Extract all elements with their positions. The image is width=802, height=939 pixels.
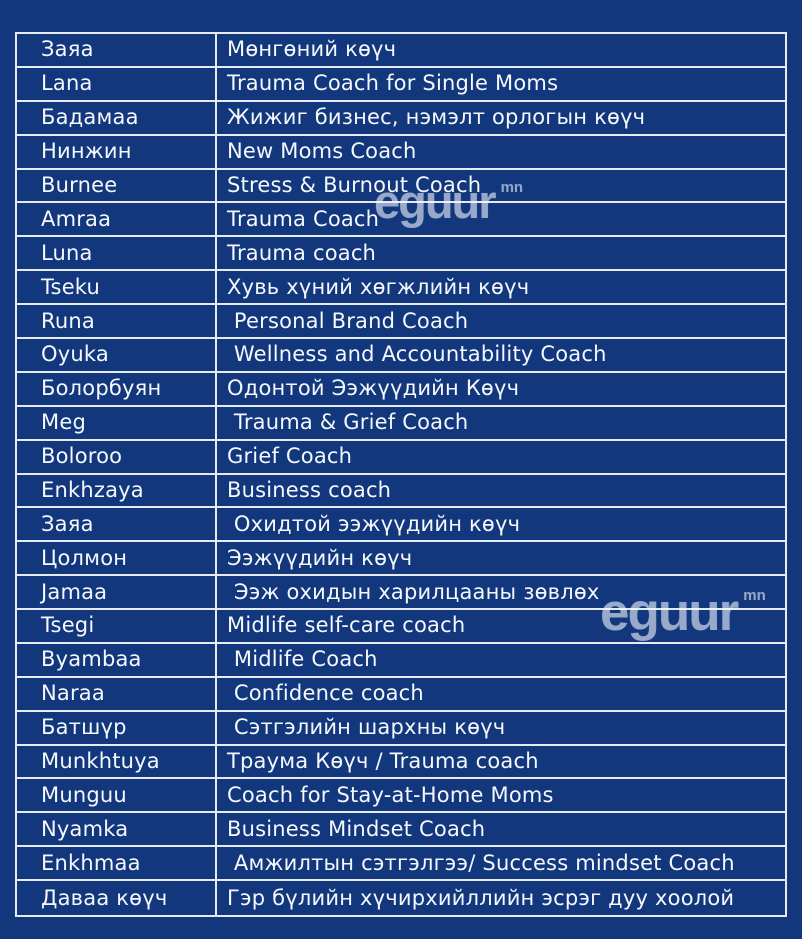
coach-title-cell: Confidence coach	[217, 678, 785, 712]
coach-name-cell: Boloroo	[17, 440, 217, 475]
coach-name-cell: Jamaa	[17, 576, 217, 611]
coach-name-cell: Цолмон	[17, 542, 217, 577]
coach-name-cell: Lana	[17, 67, 217, 102]
coach-title-cell: Personal Brand Coach	[217, 305, 785, 339]
coach-name-cell: Meg	[17, 406, 217, 441]
coach-table: Заяа Мөнгөний көүч Lana Trauma Coach for Si…	[15, 32, 787, 917]
coach-title-cell: Trauma & Grief Coach	[217, 407, 785, 441]
coach-title-cell: Ээж охидын харилцааны зөвлөх	[217, 576, 785, 611]
coach-name-cell: Enkhmaa	[17, 847, 217, 882]
coach-title-cell: Гэр бүлийн хүчирхийллийн эсрэг дуу хооло…	[227, 885, 735, 910]
coach-name-cell: Byambaa	[17, 643, 217, 678]
coach-title-cell: Мөнгөний көүч	[217, 34, 785, 68]
coach-name-cell: Runa	[17, 305, 217, 339]
coach-title-cell: Grief Coach	[217, 441, 785, 475]
coach-title-cell: Жижиг бизнес, нэмэлт орлогын көүч	[217, 102, 785, 136]
coach-title-cell: Trauma Coach for Single Moms	[217, 68, 785, 102]
coach-name-cell: Tseku	[17, 271, 217, 306]
coach-name-cell: Luna	[17, 237, 217, 272]
coach-title-cell: Trauma Coach	[217, 203, 785, 238]
coach-title-cell: Trauma coach	[217, 237, 785, 272]
coach-name-cell: Батшүр	[17, 711, 217, 746]
coach-name-cell: Бадамаа	[17, 101, 217, 136]
coach-name-cell: Burnee	[17, 169, 217, 204]
coach-title-cell: Midlife self-care coach	[217, 610, 785, 644]
coach-name-cell: Даваа көүч	[17, 881, 217, 915]
coach-name-cell: Oyuka	[17, 338, 217, 373]
coach-title-cell: Траума Көүч / Trauma coach	[217, 746, 785, 780]
coach-title-cell: Амжилтын сэтгэлгээ/ Success mindset Coac…	[217, 847, 785, 882]
coach-name-cell: Нинжин	[17, 135, 217, 170]
coach-name-cell: Enkhzaya	[17, 474, 217, 509]
coach-title-cell: Хувь хүний хөгжлийн көүч	[217, 271, 785, 306]
coach-title-cell: Coach for Stay-at-Home Moms	[217, 779, 785, 814]
coach-title-cell: Midlife Coach	[217, 644, 785, 678]
coach-title-cell: Business Mindset Coach	[217, 813, 785, 848]
coach-name-cell: Munkhtuya	[17, 745, 217, 780]
coach-title-cell: Одонтой Ээжүүдийн Көүч	[217, 373, 785, 407]
coach-name-cell: Nyamka	[17, 813, 217, 848]
coach-title-cell: Business coach	[217, 475, 785, 509]
coach-name-cell: Amraa	[17, 203, 217, 238]
coach-title-cell: Ээжүүдийн көүч	[217, 542, 785, 577]
coach-title-cell: Wellness and Accountability Coach	[217, 339, 785, 373]
coach-name-cell: Болорбуян	[17, 372, 217, 407]
coach-name-cell: Заяа	[17, 34, 217, 68]
coach-title-cell: New Moms Coach	[217, 136, 785, 170]
coach-name-cell: Tsegi	[17, 610, 217, 644]
coach-name-cell: Naraa	[17, 677, 217, 712]
coach-title-cell: Охидтой ээжүүдийн көүч	[217, 508, 785, 543]
coach-title-cell: Сэтгэлийн шархны көүч	[217, 712, 785, 746]
coach-name-cell: Munguu	[17, 779, 217, 814]
coach-name-cell: Заяа	[17, 508, 217, 543]
coach-title-cell: Stress & Burnout Coach	[217, 170, 785, 204]
